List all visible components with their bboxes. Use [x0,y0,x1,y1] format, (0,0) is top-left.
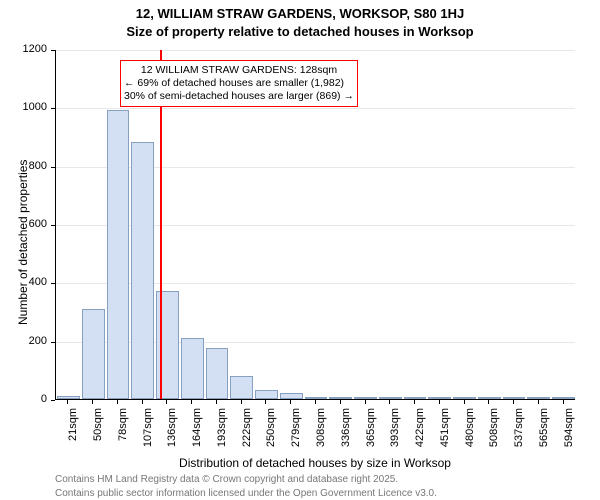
ytick-mark [51,342,55,343]
xtick-mark [389,400,390,404]
annotation-line3: 30% of semi-detached houses are larger (… [124,90,354,103]
bar [230,376,253,399]
annotation-line2: ← 69% of detached houses are smaller (1,… [124,77,354,90]
plot-area: 12 WILLIAM STRAW GARDENS: 128sqm← 69% of… [55,50,575,400]
bar [527,397,550,399]
bar [255,390,278,399]
xtick-mark [340,400,341,404]
gridline [56,108,575,109]
bar [552,397,575,399]
gridline [56,50,575,51]
xtick-mark [117,400,118,404]
xtick-mark [414,400,415,404]
xtick-mark [191,400,192,404]
xtick-mark [464,400,465,404]
xtick-mark [216,400,217,404]
y-axis-label: Number of detached properties [16,160,30,325]
bar [354,397,377,399]
xtick-mark [513,400,514,404]
bar [305,397,328,399]
bar [453,397,476,399]
x-axis-label: Distribution of detached houses by size … [55,456,575,470]
bar [107,110,130,399]
xtick-mark [315,400,316,404]
xtick-mark [142,400,143,404]
ytick-mark [51,283,55,284]
xtick-mark [439,400,440,404]
ytick-mark [51,108,55,109]
annotation-line1: 12 WILLIAM STRAW GARDENS: 128sqm [124,64,354,77]
ytick-label: 1200 [0,43,47,55]
bar [82,309,105,399]
footer-line1: Contains HM Land Registry data © Crown c… [55,474,398,485]
ytick-mark [51,225,55,226]
ytick-mark [51,50,55,51]
bar [428,397,451,399]
footer-line2: Contains public sector information licen… [55,488,437,499]
xtick-mark [563,400,564,404]
ytick-label: 1000 [0,101,47,113]
xtick-mark [538,400,539,404]
bar [280,393,303,399]
bar [503,397,526,399]
bar [206,348,229,399]
bar [478,397,501,399]
xtick-mark [265,400,266,404]
xtick-mark [67,400,68,404]
bar [404,397,427,399]
ytick-label: 0 [0,393,47,405]
bar [181,338,204,399]
histogram-chart: 12, WILLIAM STRAW GARDENS, WORKSOP, S80 … [0,0,600,500]
annotation-box: 12 WILLIAM STRAW GARDENS: 128sqm← 69% of… [120,60,358,107]
chart-title-2: Size of property relative to detached ho… [0,24,600,39]
bar [329,397,352,399]
bar [379,397,402,399]
xtick-mark [488,400,489,404]
xtick-mark [365,400,366,404]
xtick-mark [290,400,291,404]
chart-title-1: 12, WILLIAM STRAW GARDENS, WORKSOP, S80 … [0,6,600,21]
bar [156,291,179,399]
bar [131,142,154,399]
xtick-mark [241,400,242,404]
ytick-label: 200 [0,335,47,347]
xtick-mark [92,400,93,404]
bar [57,396,80,400]
ytick-mark [51,400,55,401]
ytick-mark [51,167,55,168]
xtick-mark [166,400,167,404]
